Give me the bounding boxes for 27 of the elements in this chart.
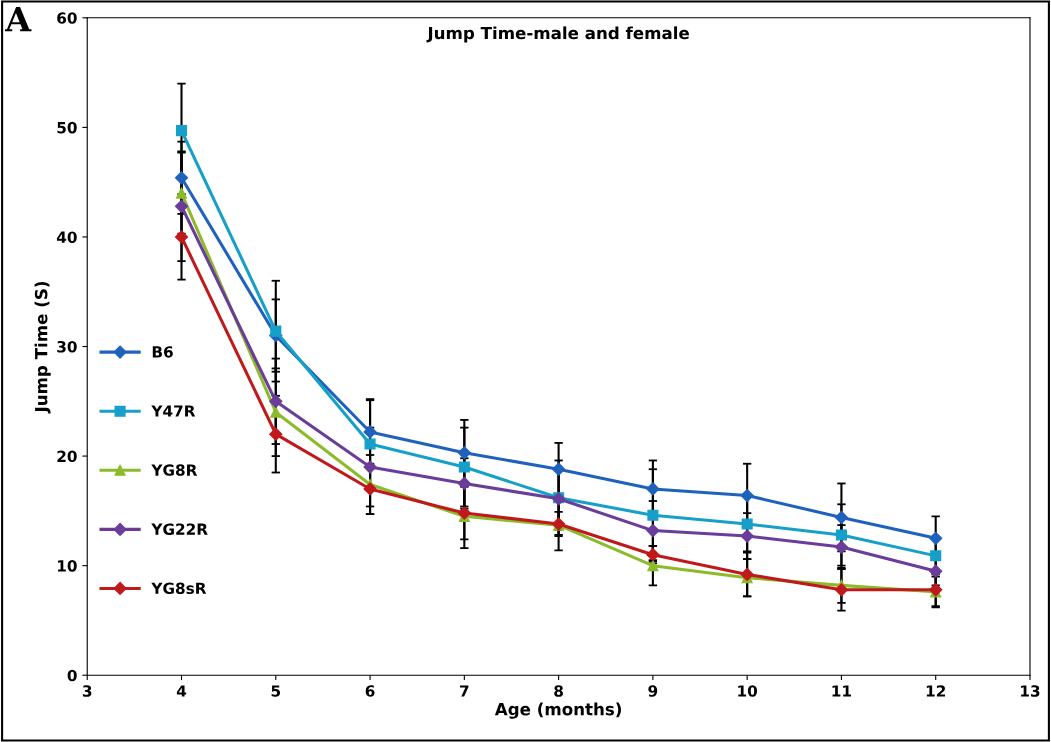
x-tick-label: 7 [460, 685, 469, 697]
x-tick-label: 13 [1021, 685, 1040, 697]
legend-label: Y47R [151, 405, 196, 417]
y-tick-label: 30 [57, 340, 77, 353]
y-tick-label: 50 [57, 121, 77, 134]
x-tick-label: 12 [926, 685, 946, 697]
x-tick-label: 4 [176, 685, 187, 697]
y-tick-label: 60 [57, 12, 77, 24]
y-axis-title: Jump Time (S) [34, 281, 51, 414]
y-tick-label: 10 [57, 560, 77, 572]
y-tick-label: 40 [56, 231, 77, 243]
legend-label: YG8sR [151, 582, 207, 595]
x-tick-label: 5 [271, 685, 281, 697]
x-tick-label: 6 [365, 685, 375, 697]
legend-label: YG8R [151, 464, 198, 476]
x-tick-label: 3 [82, 685, 92, 697]
x-tick-label: 10 [738, 685, 758, 697]
x-tick-label: 9 [648, 685, 658, 697]
y-tick-label: 20 [57, 450, 77, 463]
chart-title: Jump Time-male and female [426, 26, 689, 43]
legend-label: YG22R [151, 523, 208, 535]
y-tick-label: 0 [67, 669, 77, 682]
x-axis-title: Age (months) [494, 702, 621, 719]
text: A [4, 6, 32, 32]
legend-label: B6 [152, 346, 173, 358]
x-tick-label: 11 [832, 685, 852, 697]
x-tick-label: 8 [554, 685, 563, 697]
